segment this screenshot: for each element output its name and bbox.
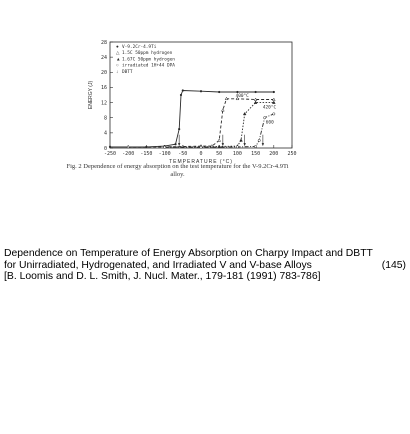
data-point (272, 90, 275, 94)
dbtt-arrowhead (261, 143, 265, 147)
dbtt-arrowhead (221, 143, 225, 147)
x-tick-label: -200 (122, 151, 134, 157)
data-point (236, 90, 239, 94)
series-line (164, 102, 274, 148)
y-tick-label: 4 (104, 131, 107, 137)
data-point (235, 145, 239, 149)
reference-number: (145) (381, 259, 406, 271)
y-tick-label: 16 (101, 85, 107, 91)
document-caption: Dependence on Temperature of Energy Abso… (4, 248, 406, 283)
data-point (239, 138, 243, 142)
data-point (179, 93, 183, 97)
y-tick-label: 28 (101, 40, 107, 46)
x-tick-label: -150 (140, 151, 152, 157)
x-tick-label: -100 (159, 151, 171, 157)
figure-caption: Fig. 2 Dependence of energy absorption o… (66, 163, 289, 178)
data-point (221, 108, 225, 112)
data-point (224, 96, 229, 101)
data-point (199, 90, 203, 93)
legend-entry: 1.67C 50ppm hydrogen (122, 56, 175, 62)
data-point (217, 138, 222, 142)
chart-annotation: 420°C (263, 104, 277, 110)
legend-entry: 1.5C 50ppm hydrogen (122, 50, 173, 56)
chart-annotation: 400°C (236, 93, 250, 99)
data-point (174, 143, 177, 146)
data-point (271, 97, 276, 101)
x-tick-label: 100 (233, 151, 242, 157)
data-point (108, 145, 112, 148)
y-tick-label: 0 (104, 146, 107, 152)
data-point (257, 138, 261, 142)
legend-marker: ○ (116, 63, 119, 68)
legend-marker: △ (116, 50, 120, 55)
x-axis-label: TEMPERATURE (°C) (169, 159, 233, 165)
x-tick-label: 250 (287, 151, 296, 157)
y-tick-label: 12 (101, 100, 107, 106)
data-point (272, 112, 276, 116)
data-point (163, 145, 167, 149)
legend-marker: ↓ (116, 69, 118, 74)
dbtt-arrowhead (177, 143, 181, 147)
data-point (145, 145, 148, 148)
x-tick-label: -50 (178, 151, 187, 157)
data-point (218, 90, 221, 94)
data-point (178, 127, 181, 131)
caption-line-2: for Unirradiated, Hydrogenated, and Irra… (4, 259, 312, 271)
caption-line-2-row: for Unirradiated, Hydrogenated, and Irra… (4, 260, 406, 272)
data-point (271, 100, 276, 104)
dbtt-arrowhead (243, 143, 246, 147)
legend-entry: DBTT (122, 69, 133, 75)
series-line (110, 90, 274, 148)
y-tick-label: 8 (104, 116, 107, 122)
data-point (263, 116, 267, 120)
data-point (199, 145, 203, 149)
chart-annotation: 600 (266, 119, 274, 125)
x-tick-label: 50 (216, 151, 222, 157)
data-point (181, 89, 184, 92)
x-tick-label: 150 (251, 151, 260, 157)
series-line (164, 113, 274, 148)
caption-line-1: Dependence on Temperature of Energy Abso… (4, 248, 373, 259)
data-point (126, 144, 131, 149)
y-axis-label: ENERGY (J) (88, 81, 94, 110)
caption-line-3: [B. Loomis and D. L. Smith, J. Nucl. Mat… (4, 271, 321, 283)
legend-entry: V-9.2Cr-4.9Ti (122, 44, 157, 50)
x-tick-label: -250 (104, 151, 116, 157)
scanned-figure: -250 -200 -150 -100 -50 0 50 100 150 200 250 28 24 20… (60, 30, 310, 230)
y-tick-label: 20 (101, 70, 107, 76)
energy-temperature-chart: -250 -200 -150 -100 -50 0 50 100 150 200 250282420… (88, 40, 297, 165)
data-point (254, 145, 258, 148)
data-point (242, 111, 247, 116)
data-point (253, 97, 258, 101)
data-point (254, 90, 257, 94)
y-tick-label: 24 (101, 55, 107, 61)
x-tick-label: 0 (199, 151, 202, 157)
x-tick-label: 200 (269, 151, 278, 157)
legend-marker: ▲ (116, 56, 121, 61)
legend-marker: ● (116, 44, 119, 49)
data-point (235, 96, 240, 101)
legend-entry: irradiated 1H+44 DPA (122, 63, 175, 69)
data-point (253, 100, 258, 104)
